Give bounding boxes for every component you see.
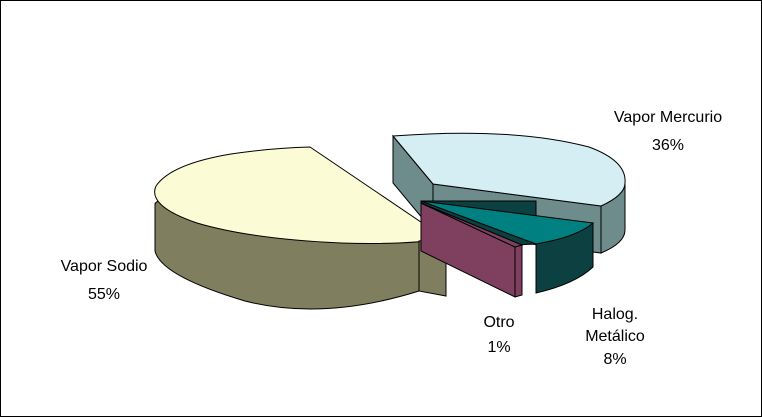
label-halog-metalico-2: Metálico bbox=[585, 328, 645, 345]
pct-halog-metalico: 8% bbox=[603, 351, 626, 368]
slice-halog-metalico-top bbox=[420, 200, 595, 245]
label-vapor-sodio: Vapor Sodio bbox=[61, 258, 148, 275]
pct-vapor-mercurio: 36% bbox=[652, 137, 684, 154]
label-otro: Otro bbox=[483, 314, 514, 331]
slice-vapor-sodio-top bbox=[154, 146, 448, 244]
slice-otro bbox=[420, 202, 524, 298]
label-vapor-mercurio: Vapor Mercurio bbox=[614, 109, 722, 126]
slice-vapor-mercurio-top bbox=[391, 132, 626, 207]
slice-otro-top bbox=[420, 202, 524, 248]
slice-otro-side bbox=[514, 244, 523, 298]
label-halog-metalico-1: Halog. bbox=[592, 306, 638, 323]
pct-otro: 1% bbox=[487, 339, 510, 356]
slice-vapor-sodio bbox=[154, 146, 448, 310]
pct-vapor-sodio: 55% bbox=[88, 286, 120, 303]
